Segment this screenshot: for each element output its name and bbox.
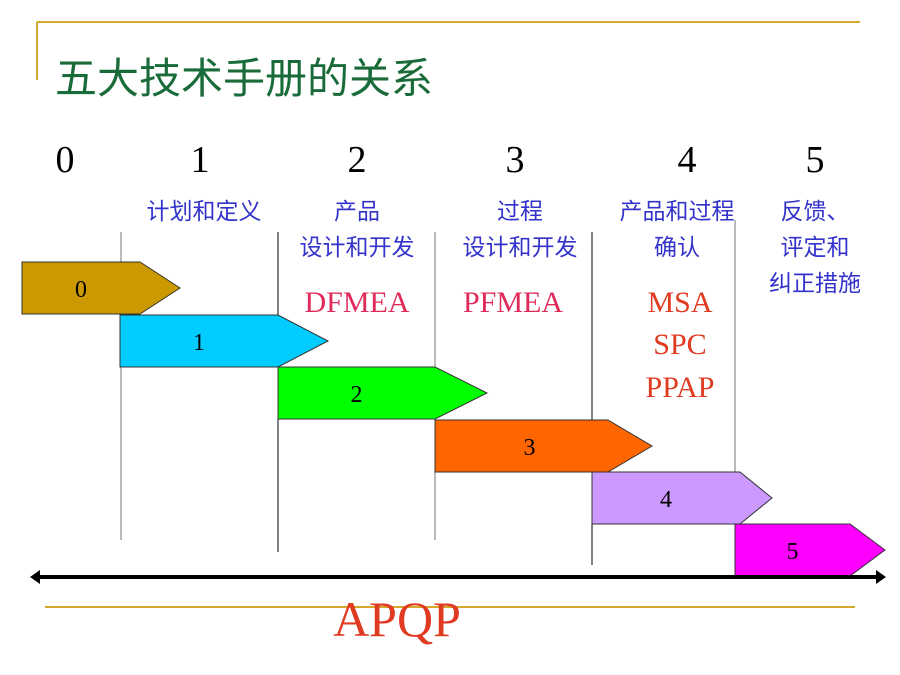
phase-number: 1 — [191, 139, 210, 181]
phase-arrow-number: 4 — [660, 487, 672, 513]
phase-label-line: 反馈、 — [781, 199, 850, 225]
apqp-label: APQP — [333, 591, 461, 647]
phase-label-line: 确认 — [654, 235, 700, 261]
slide-title: 五大技术手册的关系 — [55, 54, 433, 103]
phase-label-line: 过程 — [497, 199, 543, 225]
phase-label-line: 评定和 — [781, 235, 850, 261]
phase-label-line: 纠正措施 — [769, 271, 861, 297]
tool-msa: MSA — [647, 286, 712, 319]
phase-0: 00 — [21, 139, 181, 315]
axis-left-arrowhead — [30, 570, 40, 584]
phase-label-line: 计划和定义 — [147, 199, 262, 225]
tool-spc: SPC — [653, 328, 706, 361]
phase-label-line: 设计和开发 — [300, 235, 415, 261]
phase-label-line: 产品 — [334, 199, 380, 225]
phase-1: 1 计划和定义 1 — [119, 139, 330, 368]
phase-arrow-number: 5 — [787, 539, 799, 565]
phase-number: 5 — [806, 139, 825, 181]
phase-arrow-number: 3 — [524, 435, 536, 461]
phase-label-line: 产品和过程 — [620, 199, 735, 225]
phase-number: 4 — [678, 139, 697, 181]
phase-arrow — [734, 523, 886, 577]
tool-ppap: PPAP — [646, 371, 715, 404]
phase-arrow-number: 0 — [75, 277, 87, 303]
tool-dfmea: DFMEA — [304, 286, 409, 319]
phase-arrow — [119, 314, 330, 368]
phase-arrow — [434, 419, 653, 473]
phase-number: 0 — [56, 139, 75, 181]
axis-right-arrowhead — [876, 570, 886, 584]
phase-number: 3 — [506, 139, 525, 181]
phase-arrow — [21, 261, 181, 315]
timeline-axis — [30, 570, 886, 584]
phase-label-line: 设计和开发 — [463, 235, 578, 261]
phase-arrow — [277, 366, 489, 420]
phase-number: 2 — [348, 139, 367, 181]
phase-arrow — [591, 471, 773, 525]
phase-arrow-number: 1 — [193, 330, 205, 356]
phase-arrow-number: 2 — [351, 382, 363, 408]
tool-pfmea: PFMEA — [463, 286, 563, 319]
